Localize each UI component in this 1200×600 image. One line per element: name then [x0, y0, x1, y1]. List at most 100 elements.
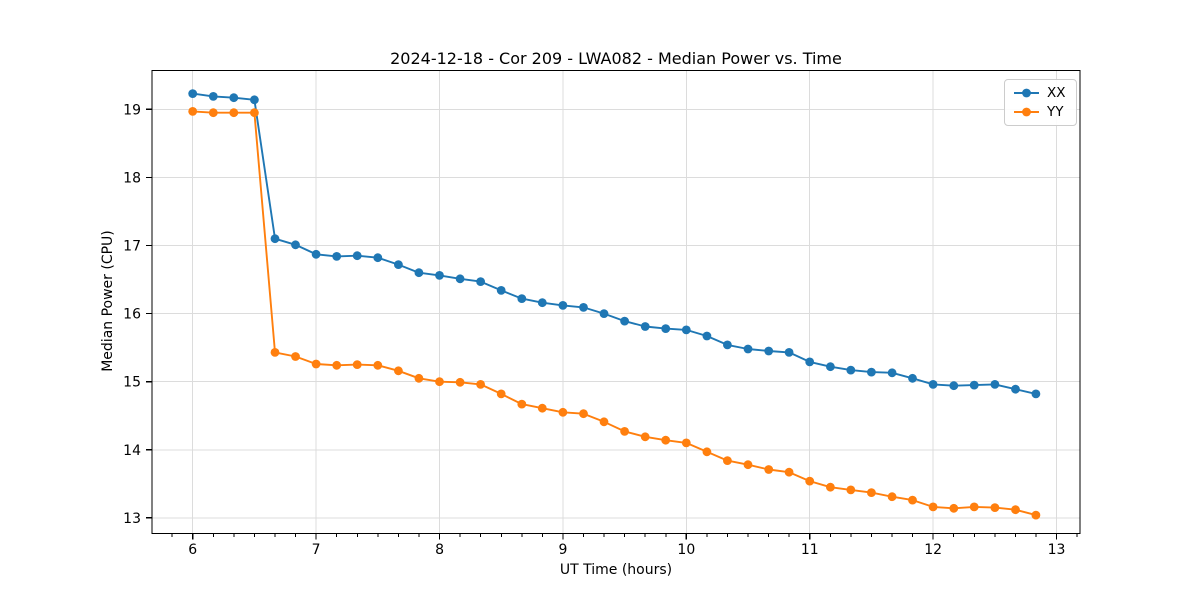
- plot-frame: [151, 69, 1081, 535]
- data-point-xx: [188, 89, 198, 98]
- data-point-yy: [1031, 510, 1041, 520]
- legend-box: XX YY: [1004, 79, 1077, 126]
- x-tick-label: 11: [801, 542, 819, 558]
- data-point-yy: [867, 488, 876, 497]
- data-point-yy: [517, 399, 527, 409]
- x-tick-label: 12: [924, 542, 942, 558]
- data-point-yy: [990, 503, 1000, 512]
- data-point-xx: [373, 253, 383, 263]
- data-point-xx: [846, 365, 856, 375]
- data-point-xx: [887, 368, 897, 378]
- data-point-xx: [949, 381, 959, 391]
- legend-line-xx-icon: [1014, 88, 1039, 98]
- y-tick-label: 13: [123, 511, 141, 527]
- data-point-yy: [537, 403, 547, 413]
- data-point-yy: [928, 502, 938, 512]
- x-tick-label: 8: [435, 542, 444, 558]
- legend-line-yy-icon: [1014, 107, 1039, 117]
- data-point-xx: [969, 380, 979, 390]
- x-axis-label: UT Time (hours): [559, 562, 673, 578]
- data-point-xx: [723, 340, 732, 350]
- data-point-xx: [826, 362, 835, 372]
- y-tick-label: 18: [123, 170, 141, 186]
- data-point-yy: [352, 360, 362, 369]
- x-tick-label: 9: [558, 542, 567, 558]
- chart-title: 2024-12-18 - Cor 209 - LWA082 - Median P…: [390, 49, 842, 68]
- data-point-xx: [332, 252, 342, 261]
- series-line-xx: [192, 92, 1037, 395]
- data-point-xx: [435, 271, 444, 280]
- data-point-xx: [496, 286, 506, 295]
- data-point-xx: [352, 251, 362, 261]
- data-point-yy: [805, 476, 815, 486]
- data-point-yy: [229, 108, 239, 118]
- data-point-yy: [579, 409, 588, 419]
- data-point-yy: [373, 360, 383, 370]
- data-point-yy: [949, 503, 959, 513]
- data-point-xx: [270, 234, 280, 244]
- legend-label-yy: YY: [1047, 104, 1064, 120]
- data-point-xx: [764, 346, 774, 356]
- data-point-yy: [188, 107, 198, 116]
- data-point-xx: [517, 294, 527, 303]
- x-tick-label: 10: [677, 542, 695, 558]
- data-point-xx: [476, 277, 485, 286]
- data-point-xx: [579, 303, 588, 312]
- data-point-xx: [743, 344, 753, 354]
- x-tick-label: 13: [1048, 542, 1066, 558]
- legend-item-xx: XX: [1013, 85, 1066, 101]
- data-point-yy: [311, 359, 321, 369]
- data-point-xx: [702, 331, 712, 341]
- data-point-xx: [620, 316, 629, 326]
- data-point-yy: [661, 435, 671, 445]
- data-point-yy: [208, 108, 218, 118]
- data-point-xx: [394, 260, 403, 269]
- data-point-yy: [250, 108, 259, 118]
- data-point-yy: [723, 456, 732, 465]
- y-tick-label: 19: [123, 102, 141, 118]
- data-point-yy: [908, 495, 917, 505]
- data-point-xx: [681, 325, 691, 335]
- data-point-yy: [414, 373, 424, 383]
- data-point-xx: [640, 322, 650, 331]
- data-point-xx: [537, 298, 547, 308]
- data-point-yy: [435, 377, 444, 387]
- data-point-xx: [1011, 384, 1020, 394]
- data-point-yy: [496, 389, 506, 399]
- data-point-xx: [311, 249, 321, 259]
- data-point-yy: [291, 352, 300, 361]
- data-point-yy: [640, 432, 650, 442]
- legend-item-yy: YY: [1013, 104, 1066, 120]
- data-point-xx: [250, 95, 259, 105]
- data-point-xx: [661, 324, 671, 333]
- x-tick-label: 7: [312, 542, 321, 558]
- data-point-yy: [620, 427, 629, 436]
- data-point-yy: [599, 417, 609, 427]
- data-point-xx: [1031, 389, 1041, 399]
- data-point-yy: [476, 380, 485, 389]
- data-point-yy: [332, 360, 342, 370]
- data-point-xx: [990, 380, 1000, 389]
- data-point-yy: [826, 482, 835, 492]
- data-point-xx: [908, 373, 917, 383]
- data-point-xx: [208, 92, 218, 101]
- data-point-xx: [805, 357, 815, 367]
- y-tick-label: 14: [123, 443, 141, 459]
- data-point-xx: [455, 274, 465, 284]
- data-point-yy: [969, 502, 979, 512]
- legend-label-xx: XX: [1047, 85, 1066, 101]
- data-point-yy: [846, 485, 856, 495]
- data-point-xx: [291, 240, 300, 250]
- data-point-yy: [681, 438, 691, 448]
- data-point-xx: [558, 301, 568, 310]
- data-point-yy: [394, 366, 403, 376]
- data-point-yy: [784, 467, 794, 477]
- y-tick-label: 15: [123, 375, 141, 391]
- x-tick-label: 6: [188, 542, 197, 558]
- data-point-yy: [558, 407, 568, 417]
- data-point-yy: [743, 460, 753, 470]
- data-point-xx: [784, 348, 794, 357]
- data-point-yy: [887, 492, 897, 502]
- data-point-xx: [229, 93, 239, 103]
